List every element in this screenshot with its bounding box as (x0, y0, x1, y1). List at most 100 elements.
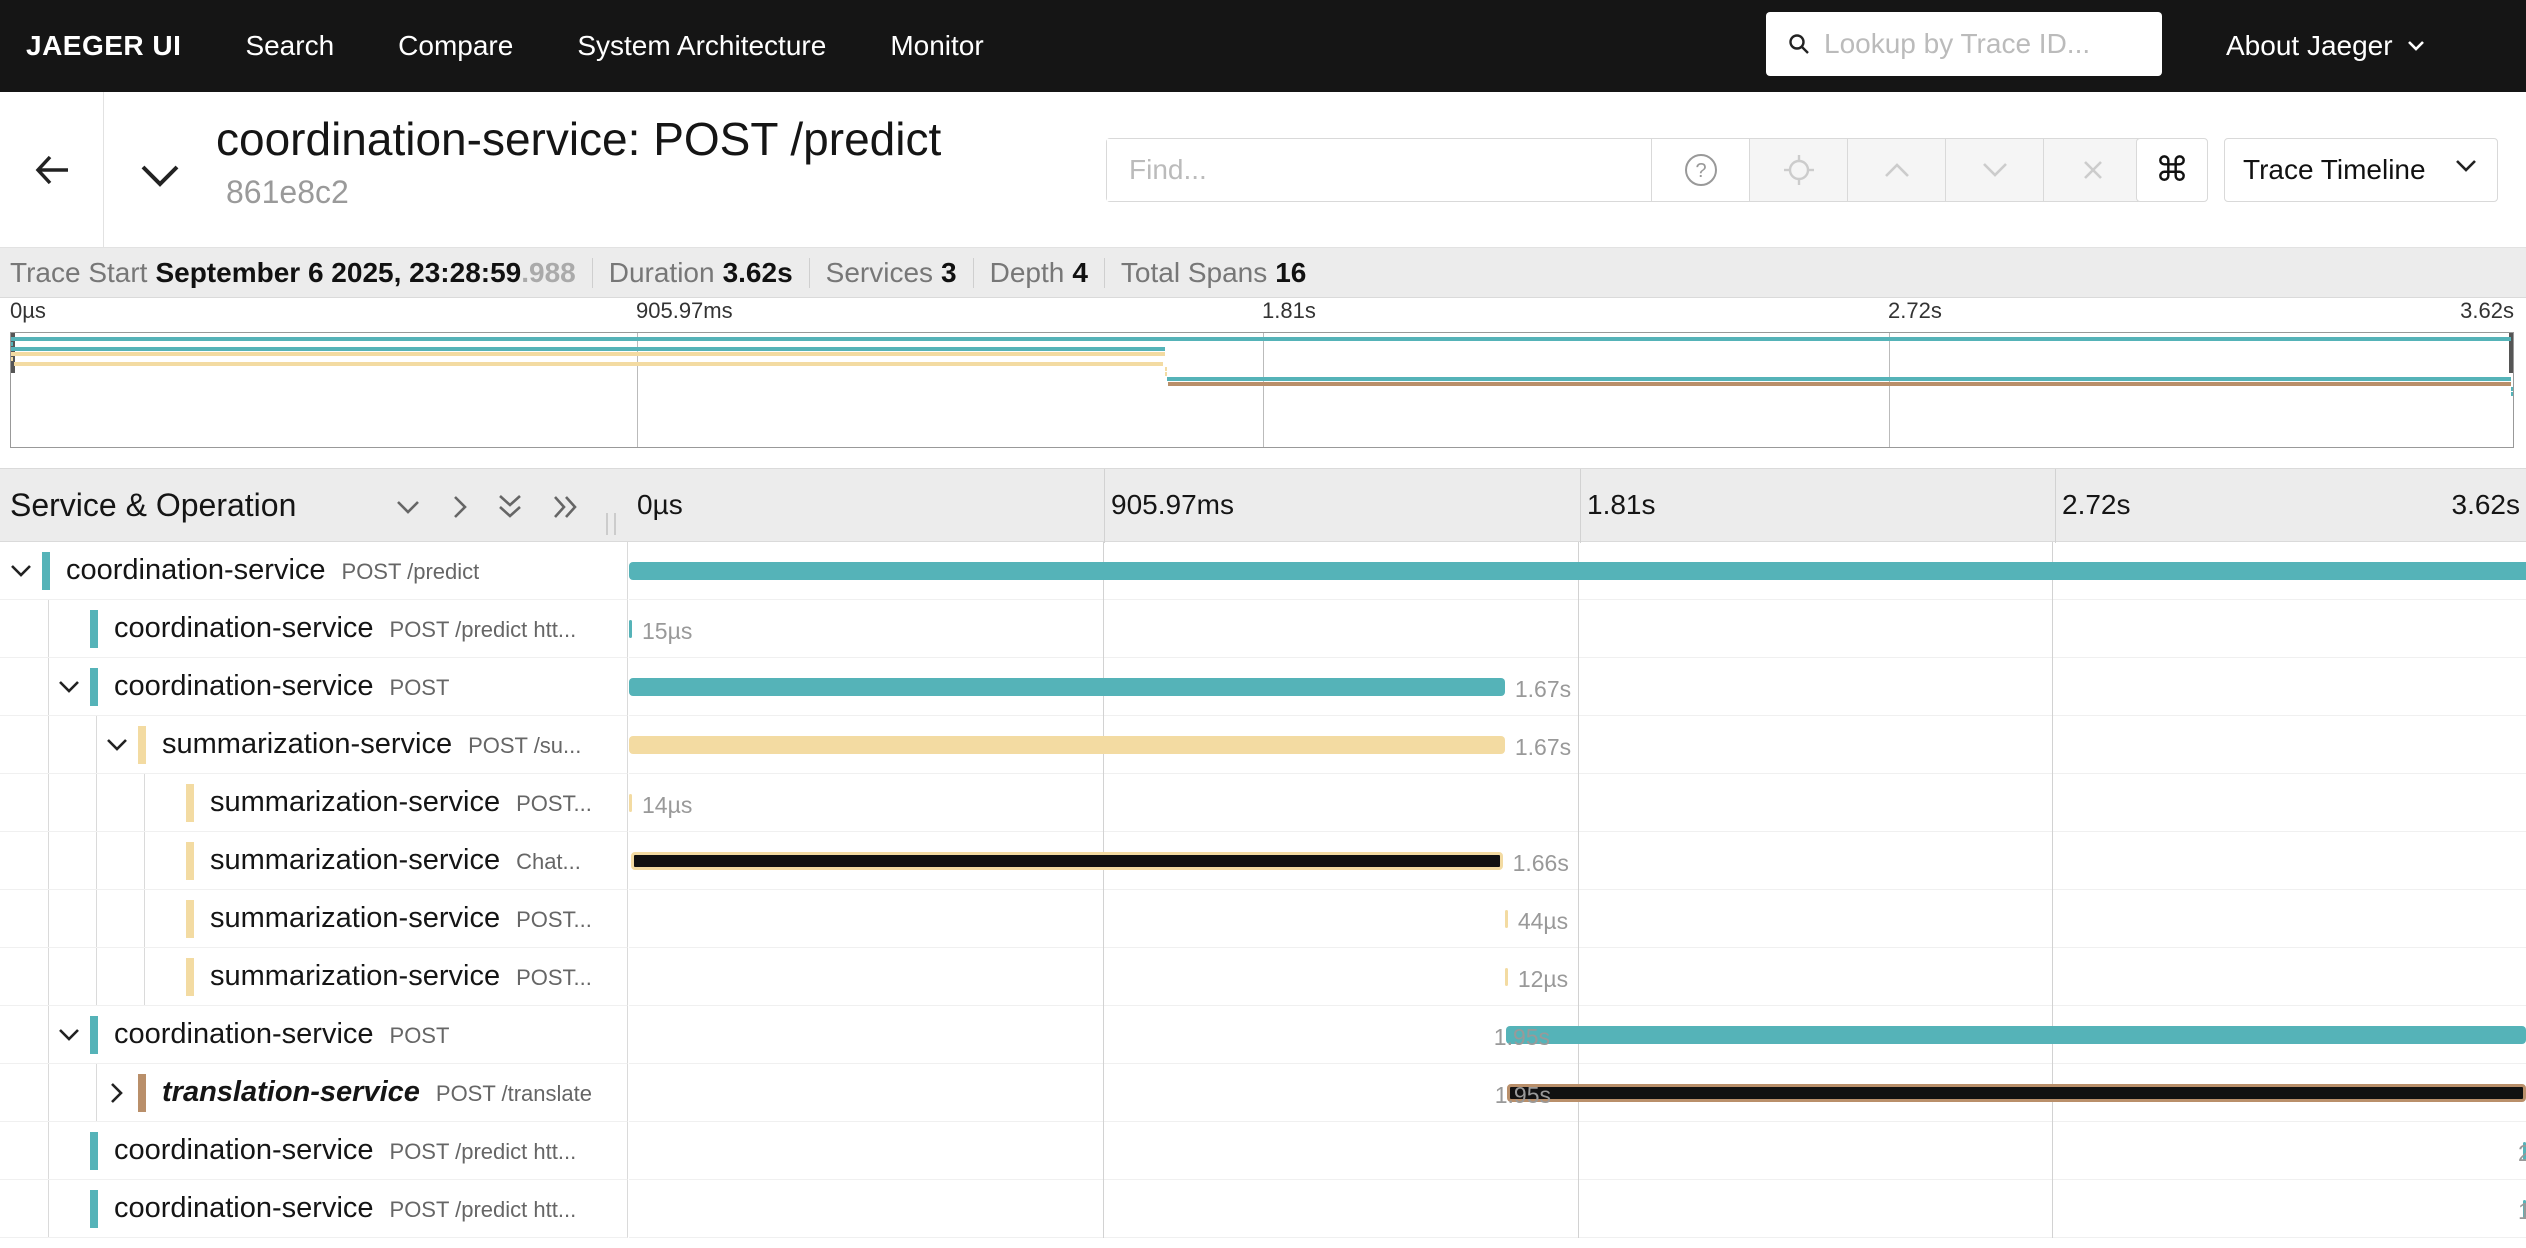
timeline-gridline (2055, 469, 2056, 543)
span-row[interactable]: coordination-service POST 1.95s (0, 1006, 2526, 1064)
tree-guide (48, 890, 49, 947)
span-row[interactable]: summarization-service POST... 12µs (0, 948, 2526, 1006)
span-name-cell[interactable]: summarization-service POST... (0, 774, 628, 832)
nav-system-architecture[interactable]: System Architecture (577, 30, 827, 61)
span-name-cell[interactable]: summarization-service POST /su... (0, 716, 628, 774)
minimap-span-line (11, 352, 1165, 356)
span-bar[interactable] (629, 736, 1505, 754)
span-name-cell[interactable]: summarization-service POST... (0, 890, 628, 948)
trace-minimap[interactable]: 0µs 905.97ms 1.81s 2.72s 3.62s (10, 298, 2514, 450)
span-bar[interactable] (630, 852, 1503, 870)
trace-id-input[interactable] (1824, 28, 2144, 60)
view-mode-select[interactable]: Trace Timeline (2224, 138, 2498, 202)
span-timeline-cell[interactable]: 1.67s (629, 658, 2526, 716)
column-resizer[interactable] (606, 513, 616, 535)
back-button[interactable] (0, 92, 104, 248)
nav-compare[interactable]: Compare (398, 30, 514, 61)
span-row[interactable]: summarization-service POST /su... 1.67s (0, 716, 2526, 774)
span-row[interactable]: coordination-service POST /predict htt...… (0, 1122, 2526, 1180)
help-button[interactable]: ? (1651, 139, 1749, 201)
timeline-gridline (2052, 658, 2053, 716)
span-name-cell[interactable]: coordination-service POST (0, 658, 628, 716)
span-row[interactable]: summarization-service POST... 14µs (0, 774, 2526, 832)
trace-start-value: September 6 2025, 23:28:59 (155, 256, 522, 288)
collapse-all-button[interactable] (492, 491, 528, 523)
span-bar[interactable] (2523, 1200, 2526, 1218)
minimap-span-line (2511, 392, 2513, 396)
nav-monitor[interactable]: Monitor (890, 30, 984, 61)
expand-span-toggle[interactable] (102, 1078, 132, 1108)
span-row[interactable]: summarization-service POST... 44µs (0, 890, 2526, 948)
brand-logo[interactable]: JAEGER UI (26, 30, 182, 61)
timeline-gridline (1103, 774, 1104, 832)
span-name-cell[interactable]: coordination-service POST /predict htt... (0, 1122, 628, 1180)
span-name-cell[interactable]: translation-service POST /translate (0, 1064, 628, 1122)
span-bar[interactable] (2523, 1142, 2526, 1160)
span-name-cell[interactable]: summarization-service POST... (0, 948, 628, 1006)
span-timeline-cell[interactable]: 12µs (629, 1180, 2526, 1238)
span-name-cell[interactable]: coordination-service POST /predict htt... (0, 1180, 628, 1238)
span-bar[interactable] (629, 562, 2526, 580)
span-duration-label: 1.66s (1512, 850, 1569, 876)
duration-label: Duration (608, 256, 715, 288)
span-timeline-cell[interactable]: 1.66s (629, 832, 2526, 890)
collapse-one-button[interactable] (390, 491, 426, 523)
prev-match-button[interactable] (1847, 139, 1945, 201)
timeline-header: Service & Operation 0µs 905.97ms 1.81s 2… (0, 468, 2526, 543)
locate-button[interactable] (1749, 139, 1847, 201)
span-service-name: summarization-service (210, 960, 501, 992)
span-bar[interactable] (629, 620, 632, 638)
span-timeline-cell[interactable]: 15µs (629, 600, 2526, 658)
span-name-cell[interactable]: summarization-service Chat... (0, 832, 628, 890)
span-timeline-cell[interactable]: 1.95s (629, 1006, 2526, 1064)
span-duration-label: 15µs (642, 618, 693, 644)
span-service-name: coordination-service (66, 554, 326, 586)
collapse-span-toggle[interactable] (54, 672, 84, 702)
span-bar[interactable] (1504, 910, 1508, 928)
span-timeline-cell[interactable]: 1.95s (629, 1064, 2526, 1122)
span-timeline-cell[interactable]: 44µs (629, 890, 2526, 948)
span-bar[interactable] (629, 794, 632, 812)
span-timeline-cell[interactable]: 12µs (629, 948, 2526, 1006)
trace-start-label: Trace Start (10, 256, 148, 288)
span-duration-label: 1.67s (1514, 734, 1572, 760)
collapse-span-toggle[interactable] (102, 730, 132, 760)
span-row[interactable]: coordination-service POST /predict htt...… (0, 1180, 2526, 1238)
span-bar[interactable] (1505, 1026, 2526, 1044)
span-operation-name: POST /predict htt... (389, 1139, 577, 1164)
span-row[interactable]: coordination-service POST /predict (0, 542, 2526, 600)
keyboard-shortcuts-button[interactable]: ⌘ (2136, 138, 2208, 202)
span-name-cell[interactable]: coordination-service POST (0, 1006, 628, 1064)
expand-all-button[interactable] (548, 491, 584, 523)
depth-value: 4 (1072, 256, 1088, 288)
nav-search[interactable]: Search (245, 30, 335, 61)
span-row[interactable]: translation-service POST /translate 1.95s (0, 1064, 2526, 1122)
chevron-right-icon (454, 496, 467, 518)
minimap-canvas[interactable] (10, 332, 2514, 448)
span-row[interactable]: coordination-service POST /predict htt...… (0, 600, 2526, 658)
span-bar[interactable] (629, 678, 1505, 696)
tree-guide (144, 948, 145, 1005)
collapse-span-toggle[interactable] (6, 556, 36, 586)
find-input[interactable] (1107, 139, 1651, 201)
span-timeline-cell[interactable] (629, 542, 2526, 600)
collapse-span-toggle[interactable] (54, 1020, 84, 1050)
expand-one-button[interactable] (442, 491, 478, 523)
about-menu[interactable]: About Jaeger (2226, 0, 2425, 92)
span-bar[interactable] (1506, 1084, 2526, 1102)
span-timeline-cell[interactable]: 1.67s (629, 716, 2526, 774)
search-icon (1789, 34, 1809, 54)
next-match-button[interactable] (1945, 139, 2043, 201)
span-timeline-cell[interactable]: 20µs (629, 1122, 2526, 1180)
clear-find-button[interactable] (2043, 139, 2141, 201)
collapse-header-button[interactable] (130, 146, 190, 206)
span-row[interactable]: summarization-service Chat... 1.66s (0, 832, 2526, 890)
timeline-gridline (1578, 600, 1579, 658)
span-timeline-cell[interactable]: 14µs (629, 774, 2526, 832)
tree-guide (96, 716, 97, 773)
span-bar[interactable] (1504, 968, 1508, 986)
span-row[interactable]: coordination-service POST 1.67s (0, 658, 2526, 716)
minimap-handle-right[interactable] (2509, 333, 2513, 373)
span-name-cell[interactable]: coordination-service POST /predict htt... (0, 600, 628, 658)
span-name-cell[interactable]: coordination-service POST /predict (0, 542, 628, 600)
